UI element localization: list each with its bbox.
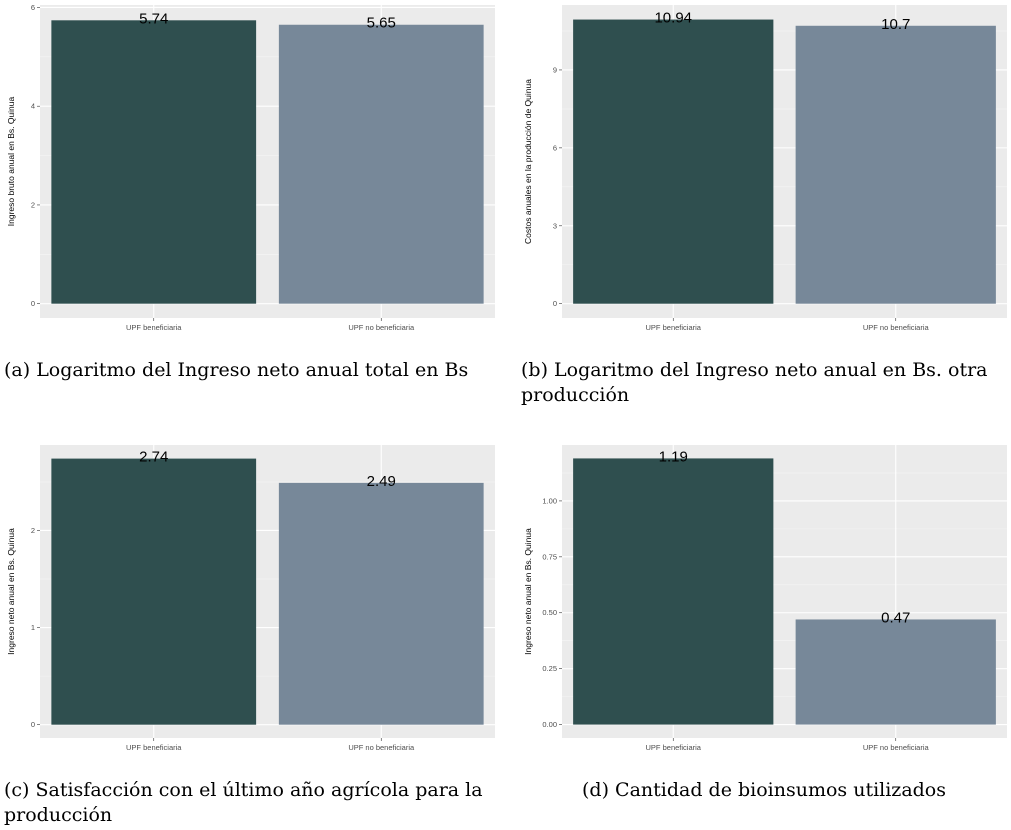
bar	[573, 458, 774, 725]
caption-c: (c) Satisfacción con el último año agríc…	[4, 779, 483, 826]
y-tick-label: 6	[31, 3, 35, 12]
data-label: 10.94	[654, 10, 692, 27]
x-tick-label: UPF beneficiaria	[646, 743, 702, 752]
data-label: 1.19	[659, 448, 688, 465]
y-axis-title: Ingreso neto anual en Bs. Quinua	[523, 528, 533, 655]
y-tick-label: 0	[31, 299, 35, 308]
data-label: 10.7	[881, 16, 910, 33]
x-tick-label: UPF no beneficiaria	[348, 323, 415, 332]
y-tick-label: 2	[31, 526, 35, 535]
caption-a: (a) Logaritmo del Ingreso neto anual tot…	[4, 359, 469, 381]
bar-chart-a: 0 2 4 6 5.74 UPF beneficiaria 5.65 UPF no benef…	[6, 3, 495, 332]
y-tick-label: 0	[553, 299, 557, 308]
data-label: 0.47	[881, 609, 910, 626]
bar	[795, 25, 996, 304]
chart-panel-d: 0.00 0.25 0.50 0.75 1.00 1.19 UPF beneficiaria…	[517, 440, 1011, 752]
x-tick-label: UPF no beneficiaria	[863, 323, 930, 332]
data-label: 5.65	[367, 15, 396, 32]
x-tick-label: UPF beneficiaria	[646, 323, 702, 332]
y-tick-label: 0.75	[542, 552, 557, 561]
bar	[573, 19, 774, 304]
bar-chart-c: 0 1 2 2.74 UPF beneficiaria 2.49 UPF no benefi…	[6, 445, 495, 752]
y-tick-label: 6	[553, 143, 557, 152]
x-tick-label: UPF beneficiaria	[126, 323, 182, 332]
x-tick-label: UPF beneficiaria	[126, 743, 182, 752]
bar	[795, 619, 996, 725]
data-label: 2.74	[139, 449, 168, 466]
x-tick-label: UPF no beneficiaria	[863, 743, 930, 752]
y-tick-label: 3	[553, 221, 557, 230]
y-axis-title: Ingreso bruto anual en Bs. Quinua	[6, 96, 16, 226]
y-tick-label: 4	[31, 102, 35, 111]
bar-chart-d: 0.00 0.25 0.50 0.75 1.00 1.19 UPF beneficiaria…	[523, 445, 1007, 752]
chart-panel-b: 0 3 6 9 10.94 UPF beneficiaria 10.7 UPF no bene…	[517, 0, 1011, 335]
chart-panel-a: 0 2 4 6 5.74 UPF beneficiaria 5.65 UPF no benef…	[0, 0, 500, 335]
y-tick-label: 0.50	[542, 608, 557, 617]
bar	[278, 24, 484, 304]
y-tick-label: 9	[553, 65, 557, 74]
data-label: 2.49	[367, 473, 396, 490]
x-tick-label: UPF no beneficiaria	[348, 743, 415, 752]
bar	[51, 20, 257, 304]
caption-d: (d) Cantidad de bioinsumos utilizados	[582, 779, 946, 801]
bar	[278, 482, 484, 725]
chart-panel-c: 0 1 2 2.74 UPF beneficiaria 2.49 UPF no benefi…	[0, 440, 500, 752]
y-axis-title: Costos anuales en la producción de Quinu…	[523, 79, 533, 244]
data-label: 5.74	[139, 10, 168, 27]
y-tick-label: 1	[31, 623, 35, 632]
y-axis-title: Ingreso neto anual en Bs. Quinua	[6, 528, 16, 655]
caption-b: (b) Logaritmo del Ingreso neto anual en …	[521, 359, 988, 406]
y-tick-label: 2	[31, 200, 35, 209]
y-tick-label: 0.00	[542, 720, 557, 729]
bar	[51, 458, 257, 725]
y-tick-label: 1.00	[542, 496, 557, 505]
bar-chart-b: 0 3 6 9 10.94 UPF beneficiaria 10.7 UPF no bene…	[523, 5, 1007, 332]
y-tick-label: 0.25	[542, 664, 557, 673]
y-tick-label: 0	[31, 720, 35, 729]
